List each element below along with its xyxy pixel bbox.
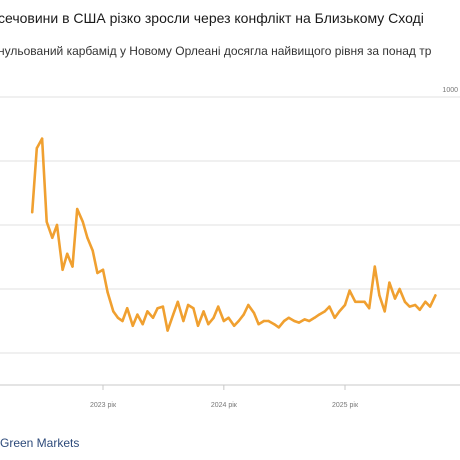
data-point — [196, 324, 200, 327]
data-point — [45, 220, 48, 223]
data-point — [354, 300, 357, 303]
source-label: Green Markets — [0, 436, 80, 450]
series-line — [30, 137, 437, 332]
data-point — [358, 300, 362, 303]
data-point — [242, 313, 245, 316]
data-point — [343, 303, 347, 307]
data-point — [308, 319, 311, 323]
data-point — [212, 316, 215, 319]
data-point — [227, 316, 230, 319]
data-point — [368, 307, 371, 310]
chart-subtitle: нульований карбамід у Новому Орлеані дос… — [0, 44, 432, 58]
data-point — [313, 316, 316, 319]
data-point — [303, 318, 306, 321]
data-point — [207, 323, 210, 326]
data-point — [40, 137, 44, 140]
data-point — [252, 311, 256, 315]
data-point — [287, 316, 290, 319]
data-point — [418, 308, 421, 311]
data-point — [202, 310, 205, 313]
data-point — [91, 249, 94, 252]
data-point — [378, 294, 381, 297]
data-point — [383, 310, 386, 313]
data-point — [403, 300, 407, 303]
data-point — [267, 319, 270, 323]
data-point — [232, 324, 236, 327]
data-point — [182, 319, 185, 323]
data-point — [151, 316, 155, 319]
data-point — [96, 271, 99, 275]
data-point — [237, 319, 240, 323]
data-point — [172, 313, 175, 316]
data-point — [126, 307, 129, 310]
data-point — [76, 207, 79, 211]
data-point — [81, 220, 85, 223]
data-point — [363, 300, 366, 303]
data-point — [428, 305, 432, 308]
data-point — [66, 252, 69, 255]
data-point — [55, 223, 59, 227]
data-point — [146, 310, 149, 313]
data-point — [61, 268, 64, 271]
y-tick-label: 1000 — [442, 87, 458, 94]
data-point — [71, 265, 74, 268]
data-point — [101, 268, 105, 271]
data-point — [176, 300, 179, 303]
data-point — [393, 297, 397, 300]
data-point — [222, 319, 225, 323]
data-point — [434, 294, 437, 297]
data-point — [414, 303, 417, 307]
x-tick-label: 2023 рік — [90, 401, 117, 409]
data-point — [161, 305, 165, 308]
data-point — [297, 321, 301, 324]
data-point — [257, 323, 260, 326]
data-point — [277, 326, 280, 329]
data-point — [247, 303, 250, 307]
data-point — [373, 265, 376, 268]
data-point — [116, 316, 120, 319]
data-point — [35, 147, 38, 150]
data-point — [141, 323, 144, 326]
data-point — [318, 313, 321, 316]
data-point — [131, 324, 134, 327]
data-point — [112, 310, 115, 313]
data-point — [282, 319, 286, 323]
data-point — [328, 305, 331, 308]
chart-title: сечовини в США різко зросли через конфлі… — [0, 10, 424, 26]
data-point — [424, 300, 427, 303]
data-point — [262, 319, 266, 323]
data-point — [273, 323, 276, 326]
data-point — [323, 310, 326, 313]
data-point — [333, 316, 336, 319]
data-point — [156, 307, 159, 310]
data-point — [31, 211, 34, 214]
x-tick-label: 2024 рік — [211, 401, 238, 409]
data-point — [136, 313, 139, 316]
data-point — [86, 236, 89, 239]
data-point — [388, 281, 391, 284]
data-point — [51, 236, 54, 239]
data-point — [293, 319, 296, 323]
data-point — [121, 319, 124, 323]
data-point — [338, 310, 341, 313]
data-point — [348, 289, 351, 292]
data-point — [217, 305, 220, 308]
data-point — [166, 329, 169, 332]
x-tick-label: 2025 рік — [332, 401, 359, 409]
data-point — [408, 305, 411, 308]
data-point — [106, 291, 109, 294]
data-point — [186, 303, 190, 307]
data-point — [192, 307, 195, 310]
data-point — [398, 287, 401, 291]
